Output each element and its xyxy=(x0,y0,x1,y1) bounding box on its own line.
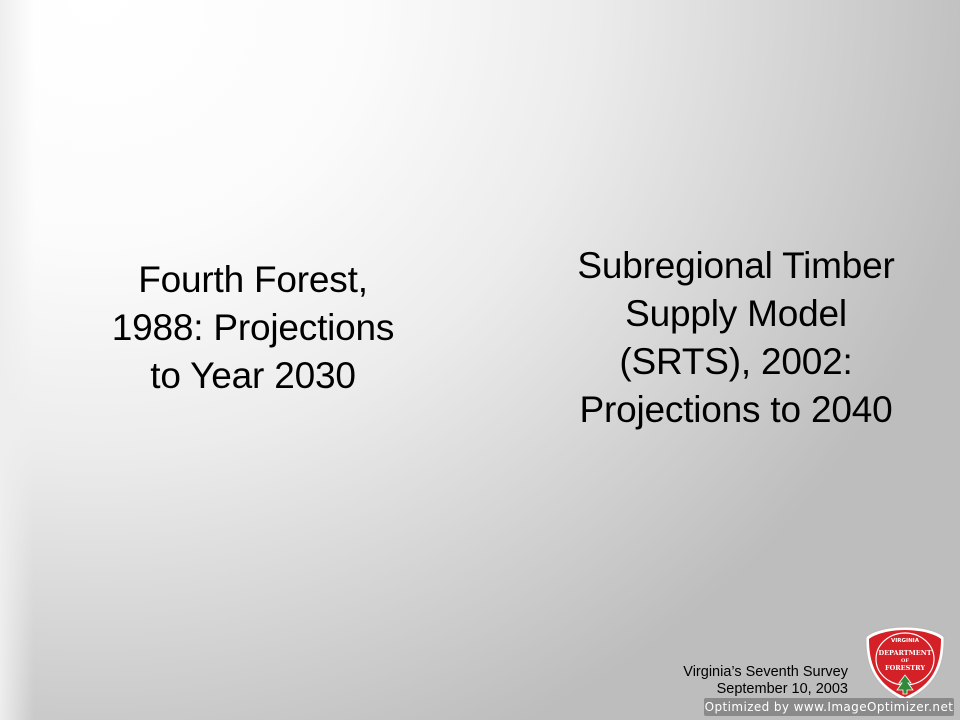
right-heading: Subregional Timber Supply Model (SRTS), … xyxy=(528,242,944,434)
footer-survey-title: Virginia’s Seventh Survey xyxy=(683,664,848,680)
slide-footer: Virginia’s Seventh Survey September 10, … xyxy=(683,664,848,698)
slide-edge-shading xyxy=(0,0,34,720)
left-heading: Fourth Forest, 1988: Projections to Year… xyxy=(70,256,436,400)
svg-text:DEPARTMENT: DEPARTMENT xyxy=(878,649,931,657)
right-heading-line: Projections to 2040 xyxy=(579,389,893,430)
left-heading-line: to Year 2030 xyxy=(150,355,356,396)
svg-text:VIRGINIA: VIRGINIA xyxy=(891,638,920,644)
watermark: Optimized by www.ImageOptimizer.net xyxy=(704,698,954,716)
left-heading-line: 1988: Projections xyxy=(111,307,395,348)
right-heading-line: (SRTS), 2002: xyxy=(619,341,853,382)
forestry-seal-icon: VIRGINIA DEPARTMENT OF FORESTRY xyxy=(865,626,945,702)
right-heading-line: Subregional Timber xyxy=(577,245,895,286)
left-heading-line: Fourth Forest, xyxy=(138,259,368,300)
svg-text:OF: OF xyxy=(901,658,909,664)
svg-text:FORESTRY: FORESTRY xyxy=(885,664,925,672)
footer-date: September 10, 2003 xyxy=(716,681,848,697)
right-heading-line: Supply Model xyxy=(625,293,847,334)
